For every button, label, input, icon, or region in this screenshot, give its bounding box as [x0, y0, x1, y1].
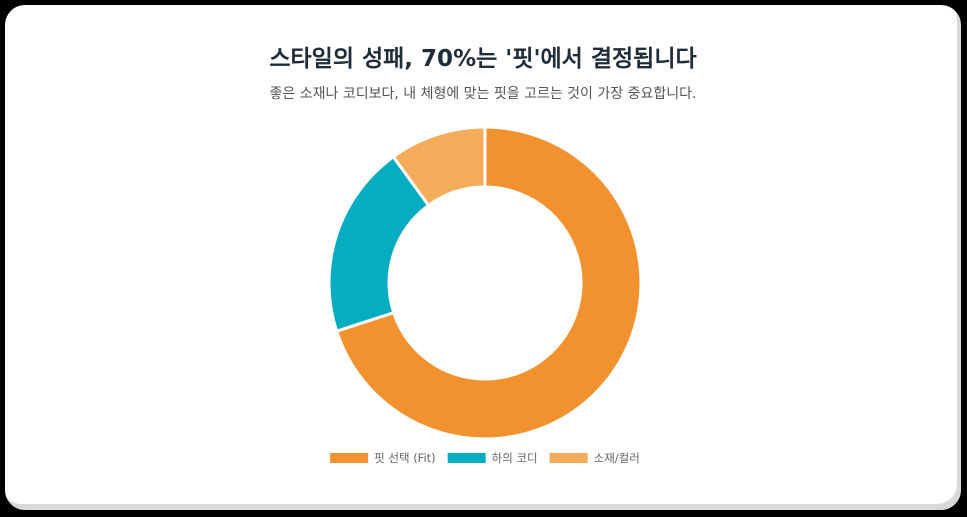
legend-item-1[interactable]: 핏 선택 (Fit) — [330, 451, 436, 465]
slice-1[interactable] — [334, 125, 643, 441]
legend-item-3[interactable]: 소재/컬러 — [549, 451, 640, 465]
legend-item-2[interactable]: 하의 코디 — [447, 451, 538, 465]
slice-3[interactable] — [391, 125, 487, 208]
chart-title: 스타일의 성패, 70%는 '핏'에서 결정됩니다 — [269, 46, 697, 72]
legend-label: 하의 코디 — [492, 451, 538, 465]
legend-swatch — [549, 453, 588, 463]
legend-swatch — [447, 453, 486, 463]
legend-swatch — [330, 453, 369, 463]
chart-subtitle: 좋은 소재나 코디보다, 내 체형에 맞는 핏을 고르는 것이 가장 중요합니다… — [269, 86, 697, 102]
legend-label: 핏 선택 (Fit) — [374, 451, 436, 465]
legend-label: 소재/컬러 — [594, 451, 640, 465]
